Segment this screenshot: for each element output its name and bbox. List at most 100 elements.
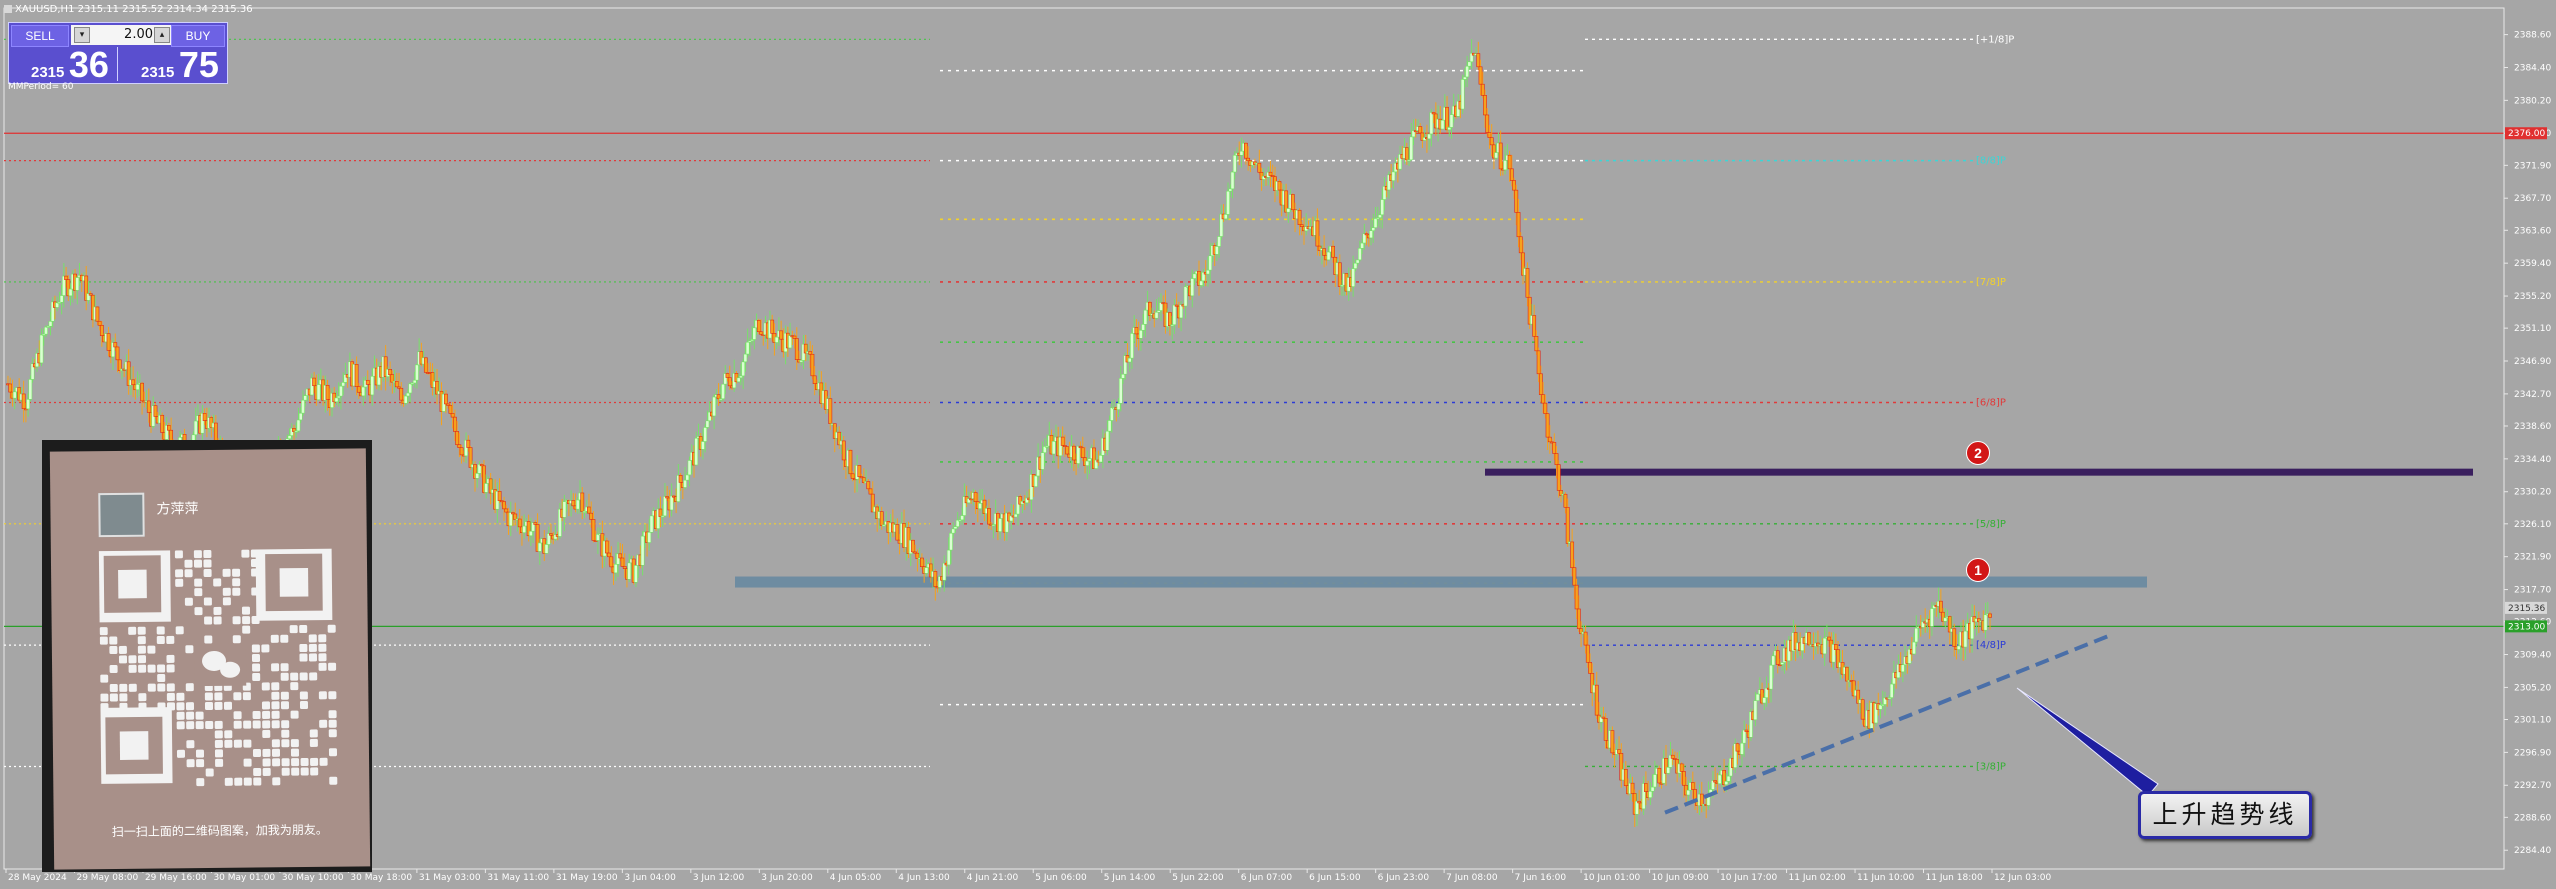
candle-body <box>1831 644 1836 663</box>
y-tick-label: 2301.10 <box>2514 715 2551 725</box>
candle-body <box>444 393 448 405</box>
candle-body <box>39 334 44 364</box>
qr-module <box>156 635 165 645</box>
candle-body <box>861 477 866 483</box>
candle-body <box>1538 373 1543 395</box>
candle-body <box>1681 771 1686 786</box>
x-tick-label: 3 Jun 04:00 <box>624 873 676 883</box>
candle-body <box>694 437 699 466</box>
bid-price[interactable]: 2315 36 <box>31 44 109 85</box>
candle-body <box>86 293 91 301</box>
candle-body <box>1217 236 1221 247</box>
candle-body <box>665 496 670 499</box>
candle-body <box>50 301 55 322</box>
candle-body <box>580 492 585 512</box>
qr-module <box>290 710 299 719</box>
qr-module <box>271 663 280 672</box>
qr-module <box>271 710 280 719</box>
lot-size-field[interactable]: ▾ 2.00 ▴ <box>71 25 173 45</box>
candle-body <box>296 419 301 432</box>
qr-module <box>137 626 146 635</box>
qr-module <box>137 645 146 654</box>
candle-body <box>1947 616 1952 633</box>
candle-body <box>1469 52 1474 63</box>
price-tag-text-green_line: 2313.00 <box>2508 622 2545 632</box>
x-tick-label: 28 May 2024 <box>8 873 67 883</box>
qr-module <box>184 559 193 568</box>
wechat-icon <box>202 650 227 671</box>
candle-body <box>1299 224 1304 227</box>
candle-body <box>960 515 965 521</box>
candle-body <box>1009 515 1014 522</box>
y-tick-label: 2317.70 <box>2514 586 2551 596</box>
candle-body <box>1087 458 1092 462</box>
candle-body <box>1375 217 1380 220</box>
y-tick-label: 2309.40 <box>2514 651 2551 661</box>
qr-module <box>99 627 108 636</box>
panel-divider <box>117 47 118 81</box>
candle-body <box>609 556 614 568</box>
candle-body <box>1478 66 1483 85</box>
candle-body <box>774 336 779 343</box>
lot-decrease-icon[interactable]: ▾ <box>74 27 90 43</box>
qr-module <box>299 700 309 710</box>
candle-body <box>1807 632 1811 646</box>
candle-body <box>1679 763 1684 772</box>
candle-body <box>370 375 375 396</box>
candle-body <box>701 441 705 450</box>
candle-body <box>26 399 31 410</box>
window-icon <box>4 5 12 13</box>
candle-body <box>1938 600 1943 613</box>
candle-body <box>627 562 632 580</box>
qr-module <box>290 739 299 748</box>
candle-body <box>1764 687 1769 698</box>
qr-finder-center <box>279 567 309 597</box>
candle-body <box>1543 402 1548 415</box>
candle-body <box>837 431 842 446</box>
candle-body <box>558 508 562 537</box>
candle-body <box>1261 176 1266 180</box>
candle-body <box>1507 154 1512 170</box>
candle-body <box>1878 704 1883 710</box>
candle-body <box>406 392 410 397</box>
candle-body <box>792 335 797 339</box>
candle-body <box>1585 644 1590 663</box>
candle-body <box>1514 189 1519 213</box>
murrey-label: [5/8]P <box>1976 519 2006 530</box>
buy-button[interactable]: BUY <box>171 25 225 47</box>
murrey-label: [8/8]P <box>1976 156 2006 167</box>
qr-module <box>222 568 231 577</box>
candle-body <box>799 360 804 363</box>
candle-body <box>1315 220 1320 247</box>
qr-module <box>214 749 224 758</box>
candle-body <box>1078 445 1083 449</box>
x-tick-label: 31 May 03:00 <box>419 873 481 883</box>
candle-body <box>1930 608 1934 627</box>
candle-body <box>1404 147 1409 161</box>
sell-button[interactable]: SELL <box>11 25 69 47</box>
candle-body <box>718 398 723 401</box>
trend-label: 上升趋势线 <box>2138 791 2312 839</box>
candle-body <box>1726 775 1731 782</box>
candle-body <box>1045 445 1049 448</box>
qr-module <box>196 759 205 768</box>
y-tick-label: 2296.90 <box>2514 748 2551 758</box>
candle-body <box>1907 648 1912 664</box>
qr-module <box>290 672 299 681</box>
candle-body <box>1228 188 1233 192</box>
qr-module <box>241 549 250 558</box>
ask-price[interactable]: 2315 75 <box>141 44 219 85</box>
qr-module <box>253 777 262 786</box>
qr-module <box>204 692 213 701</box>
qr-module <box>137 636 146 645</box>
candle-body <box>30 363 35 380</box>
lot-increase-icon[interactable]: ▴ <box>154 27 170 43</box>
qr-finder-center <box>119 731 149 760</box>
candle-body <box>1190 278 1195 297</box>
candle-body <box>1489 137 1494 146</box>
candle-body <box>1914 627 1919 643</box>
candle-body <box>1409 136 1414 161</box>
qr-module <box>271 739 280 748</box>
candle-body <box>448 405 453 414</box>
